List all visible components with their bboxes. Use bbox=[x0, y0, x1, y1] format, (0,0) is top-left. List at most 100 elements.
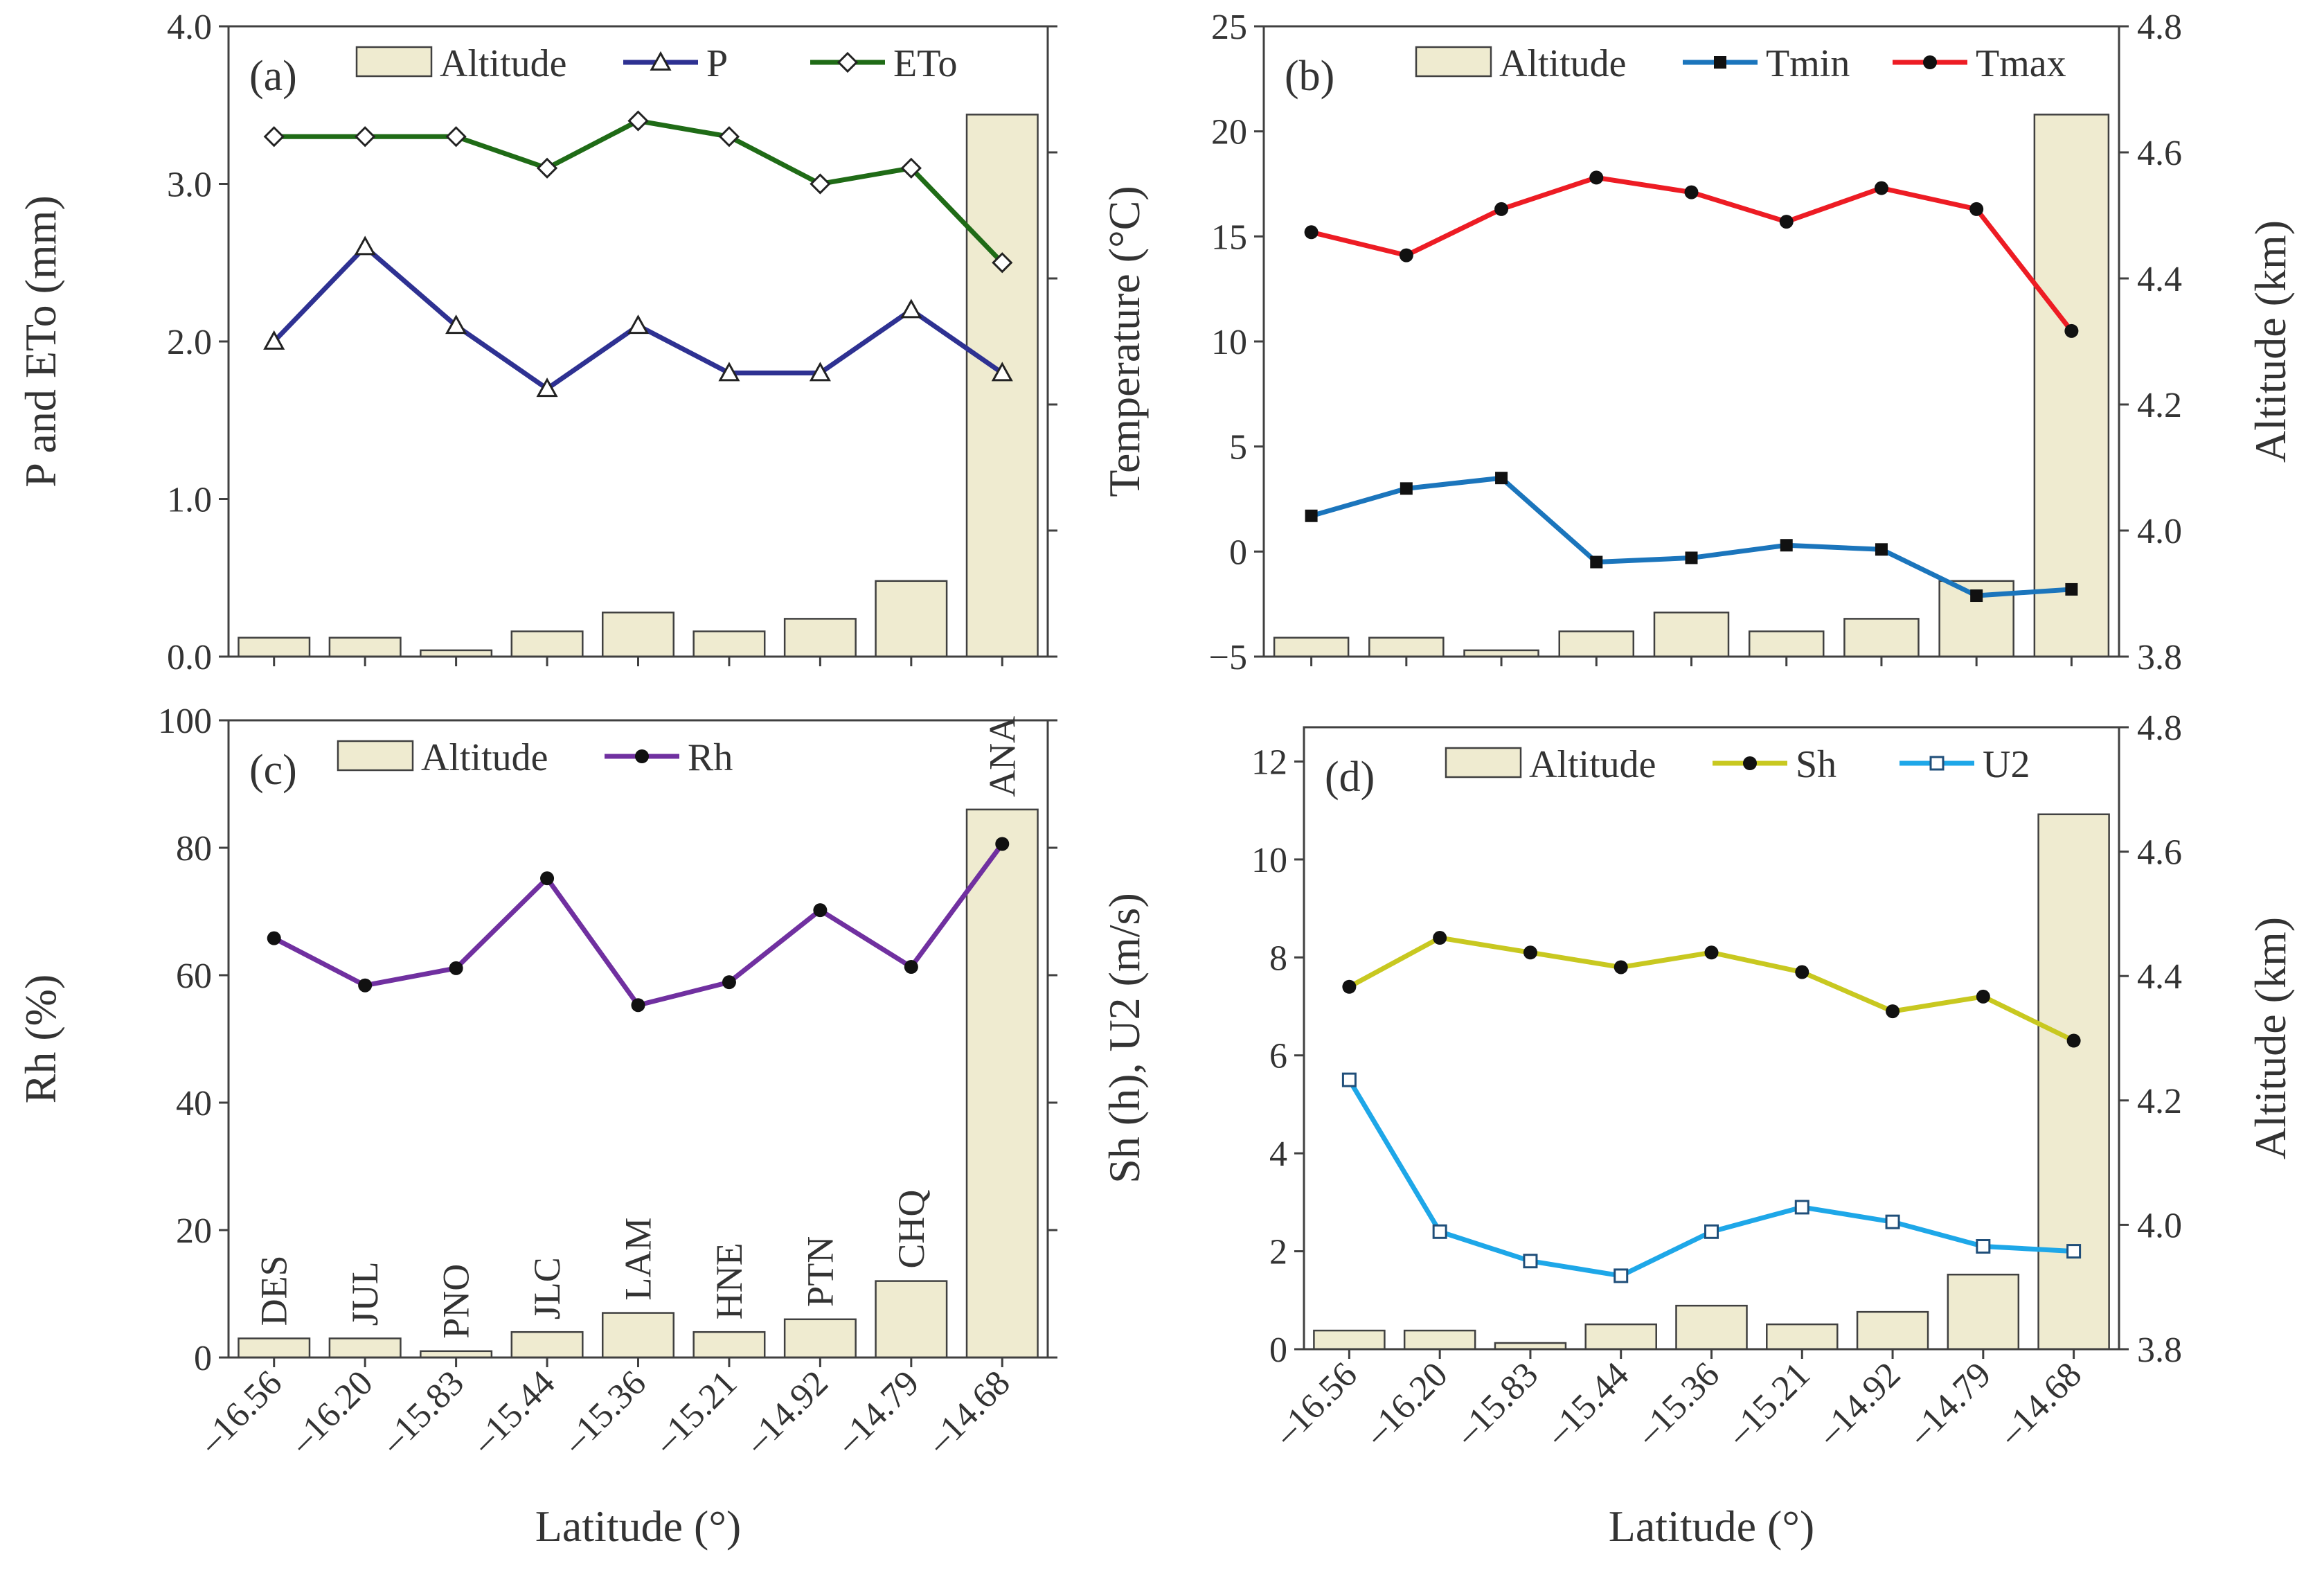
point-rh bbox=[267, 931, 281, 945]
point-rh bbox=[995, 837, 1010, 851]
x-tick-label: –15.21 bbox=[646, 1363, 744, 1461]
point-eto bbox=[810, 173, 831, 195]
y2-tick-label: 4.2 bbox=[2137, 1082, 2182, 1121]
altitude-bar bbox=[510, 1331, 584, 1359]
x-tick-label: –15.44 bbox=[1538, 1355, 1636, 1453]
y2-tick-label: 3.8 bbox=[2137, 1331, 2182, 1370]
point-tmin bbox=[1305, 509, 1318, 522]
legend-tmax-marker bbox=[1923, 55, 1937, 69]
altitude-bar bbox=[238, 1337, 311, 1359]
point-p bbox=[263, 330, 285, 350]
point-u2 bbox=[1976, 1239, 1991, 1254]
y-tick-label: −5 bbox=[1209, 638, 1247, 677]
point-tmin bbox=[1685, 551, 1698, 564]
legend-eto-label: ETo bbox=[893, 42, 958, 85]
altitude-bar bbox=[875, 1280, 948, 1359]
panel-label: (d) bbox=[1325, 754, 1375, 801]
point-u2 bbox=[1794, 1200, 1809, 1215]
point-u2 bbox=[1885, 1214, 1900, 1229]
point-tmin bbox=[1400, 482, 1413, 495]
x-tick-label: –15.44 bbox=[464, 1363, 562, 1461]
legend-tmin-marker bbox=[1714, 56, 1726, 69]
point-sh bbox=[1433, 931, 1447, 945]
altitude-bar bbox=[965, 808, 1039, 1359]
point-sh bbox=[1976, 989, 1990, 1004]
panel-c: 020406080100–16.56–16.20–15.83–15.44–15.… bbox=[16, 702, 1057, 1551]
point-tmax bbox=[1779, 215, 1794, 229]
station-label: ANA bbox=[981, 716, 1023, 797]
legend-p-label: P bbox=[706, 42, 728, 85]
altitude-bar bbox=[510, 630, 584, 658]
x-tick-label: –15.21 bbox=[1719, 1355, 1818, 1453]
point-tmax bbox=[1874, 181, 1888, 195]
legend-altitude-swatch bbox=[337, 740, 414, 772]
point-tmin bbox=[1495, 472, 1508, 485]
y-axis-label: Rh (%) bbox=[16, 975, 65, 1104]
altitude-bar bbox=[1653, 612, 1730, 658]
station-label: HNE bbox=[708, 1243, 750, 1319]
point-eto bbox=[536, 157, 558, 179]
legend-u2-label: U2 bbox=[1983, 743, 2030, 786]
panel-a: 0.0 1.0 2.0 3.0 4.0 (a) Altitude P ETo P and ETo … bbox=[16, 8, 1057, 677]
panel-b: −5 0 5 10 15 20 25 3.8 4.0 4.2 4.4 4.6 4.8 (b) Altitud… bbox=[1100, 8, 2295, 677]
point-rh bbox=[540, 871, 555, 886]
altitude-bar bbox=[1748, 630, 1825, 658]
x-tick-label: –14.79 bbox=[1900, 1355, 1999, 1453]
y2-tick-label: 4.0 bbox=[2137, 512, 2182, 551]
point-u2 bbox=[1432, 1224, 1447, 1239]
point-rh bbox=[904, 960, 918, 975]
y2-tick-label: 4.4 bbox=[2137, 260, 2182, 299]
y-tick-label: 0 bbox=[1229, 533, 1247, 572]
y-tick-label: 6 bbox=[1269, 1037, 1287, 1076]
altitude-bar bbox=[1558, 630, 1635, 658]
x-tick-label: –15.36 bbox=[555, 1363, 654, 1461]
station-label: JUL bbox=[344, 1261, 386, 1326]
legend-eto-marker bbox=[837, 51, 859, 73]
y-tick-label: 20 bbox=[1211, 113, 1247, 152]
y2-tick-label: 3.8 bbox=[2137, 638, 2182, 677]
x-tick-label: –15.36 bbox=[1629, 1355, 1727, 1453]
altitude-bar bbox=[328, 637, 402, 658]
x-tick-label: –16.20 bbox=[283, 1363, 381, 1461]
y-tick-label: 5 bbox=[1229, 428, 1247, 468]
x-axis-label: Latitude (°) bbox=[535, 1502, 741, 1551]
x-tick-label: –15.83 bbox=[1447, 1355, 1546, 1453]
point-p bbox=[627, 314, 650, 335]
legend-altitude-swatch bbox=[1445, 747, 1522, 778]
point-tmax bbox=[1304, 225, 1319, 240]
y-tick-label: 0 bbox=[1269, 1331, 1287, 1370]
point-u2 bbox=[1341, 1072, 1357, 1087]
point-eto bbox=[992, 252, 1013, 274]
point-tmin bbox=[1590, 555, 1603, 569]
point-rh bbox=[358, 978, 373, 993]
point-rh bbox=[631, 998, 645, 1013]
y-tick-label: 2 bbox=[1269, 1233, 1287, 1272]
x-tick-label: –16.20 bbox=[1357, 1355, 1456, 1453]
point-p bbox=[445, 314, 467, 335]
y-tick-label: 40 bbox=[176, 1084, 212, 1123]
y-tick-label: 1.0 bbox=[167, 481, 212, 520]
y2-axis-label: Altitude (km) bbox=[2246, 917, 2295, 1159]
y2-axis-label: Altitude (km) bbox=[2246, 220, 2295, 463]
point-sh bbox=[1886, 1004, 1900, 1019]
point-tmax bbox=[1494, 202, 1509, 216]
y-axis-label: Sh (h), U2 (m/s) bbox=[1100, 893, 1149, 1184]
series-line-tmax bbox=[1310, 175, 2074, 332]
point-sh bbox=[1795, 965, 1809, 979]
station-label: PNO bbox=[436, 1264, 477, 1339]
point-rh bbox=[813, 903, 828, 918]
y-tick-label: 4 bbox=[1269, 1134, 1287, 1174]
point-p bbox=[536, 377, 558, 398]
legend-p-marker bbox=[650, 51, 672, 71]
y-tick-label: 10 bbox=[1211, 323, 1247, 362]
point-rh bbox=[722, 975, 736, 990]
station-label: PTN bbox=[799, 1236, 841, 1307]
point-rh bbox=[449, 961, 463, 975]
altitude-bar bbox=[601, 1312, 675, 1359]
legend-rh-label: Rh bbox=[688, 736, 733, 779]
altitude-bar bbox=[2037, 813, 2110, 1351]
point-sh bbox=[1704, 945, 1719, 960]
panel-d: 0246810123.84.04.24.44.64.8–16.56–16.20–… bbox=[1100, 709, 2295, 1551]
panel-label: (a) bbox=[249, 53, 297, 100]
legend-altitude-label: Altitude bbox=[1529, 743, 1656, 786]
